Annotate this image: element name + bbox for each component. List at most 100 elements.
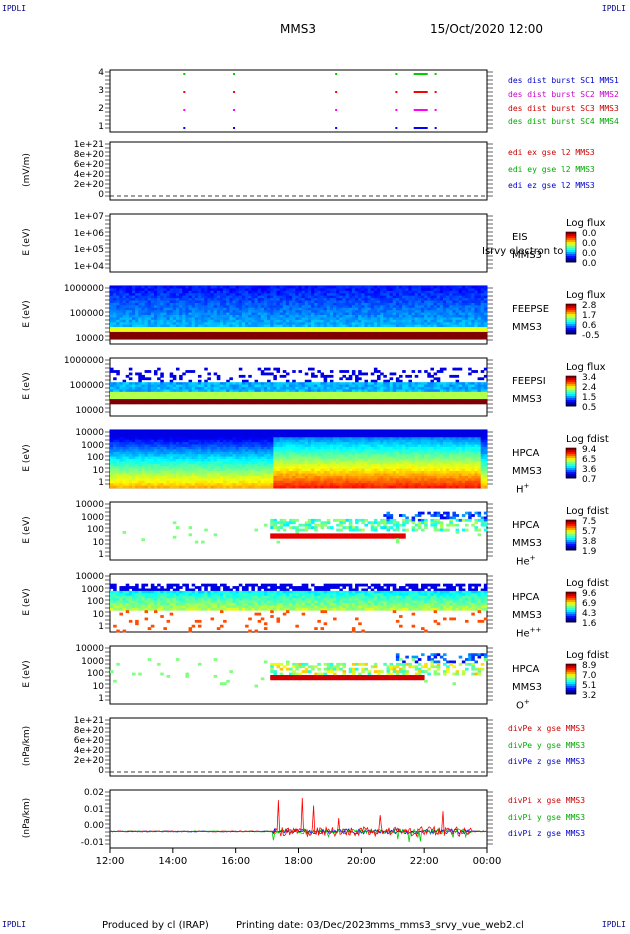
feepse-pixel	[229, 307, 233, 311]
hpca_h-pixel	[138, 432, 142, 436]
feepsi-pixel	[411, 384, 416, 388]
feepsi-pixel	[125, 391, 130, 395]
hpca_h-pixel	[119, 483, 123, 486]
feepse-pixel	[342, 288, 347, 292]
feepsi-pixel	[461, 394, 466, 398]
feepsi-pixel	[320, 401, 325, 405]
feepsi-pixel	[219, 401, 224, 405]
feepse-pixel	[336, 286, 340, 289]
feepsi-pixel	[304, 387, 309, 390]
feepsi-pixel	[210, 389, 215, 393]
feepsi-pixel	[125, 382, 130, 385]
feepse-pixel	[424, 327, 428, 330]
feepse-pixel	[113, 295, 117, 299]
feepsi-pixel	[273, 377, 277, 381]
feepse-pixel	[116, 317, 120, 321]
feepse-pixel	[188, 312, 193, 316]
feepse-pixel	[380, 288, 384, 292]
feepse-pixel	[210, 295, 215, 299]
feepse-pixel	[408, 315, 412, 318]
hpca_h-pixel	[188, 444, 193, 448]
feepse-pixel	[433, 312, 438, 316]
feepse-pixel	[446, 322, 450, 326]
feepse-pixel	[392, 319, 397, 323]
feepsi-pixel	[207, 387, 211, 390]
feepsi-pixel	[427, 396, 431, 400]
feepse-pixel	[449, 331, 453, 335]
feepse-pixel	[458, 307, 463, 311]
feepsi-pixel	[364, 401, 369, 405]
feepse-pixel	[273, 315, 277, 318]
feepse-pixel	[191, 336, 196, 340]
hpca_h-pixel	[138, 461, 142, 465]
feepse-pixel	[188, 329, 193, 333]
feepse-pixel	[361, 324, 365, 328]
feepse-pixel	[439, 322, 444, 326]
feepsi-pixel	[125, 387, 130, 390]
feepse-pixel	[439, 295, 444, 299]
feepsi-pixel	[471, 382, 475, 385]
feepsi-pixel	[317, 387, 321, 390]
hpca_h-pixel	[147, 473, 152, 477]
hpca_h-pixel	[204, 471, 208, 474]
feepse-pixel	[402, 312, 406, 316]
feepse-pixel	[172, 290, 177, 294]
feepse-pixel	[358, 324, 362, 328]
feepse-pixel	[276, 317, 281, 321]
feepsi-pixel	[169, 379, 174, 383]
hpca_h-pixel	[163, 475, 167, 479]
feepsi-pixel	[160, 384, 164, 388]
feepse-pixel	[307, 312, 312, 316]
feepse-pixel	[301, 327, 306, 330]
feepse-pixel	[251, 319, 255, 323]
hpca_h-pixel	[204, 475, 208, 479]
feepse-pixel	[342, 298, 347, 301]
feepsi-pixel	[282, 370, 287, 373]
feepse-pixel	[465, 324, 469, 328]
feepse-pixel	[213, 293, 218, 297]
feepse-pixel	[113, 327, 117, 330]
feepse-pixel	[480, 319, 485, 323]
feepse-pixel	[116, 322, 120, 326]
feepse-pixel	[443, 286, 447, 289]
feepsi-pixel	[276, 394, 281, 398]
feepse-pixel	[339, 307, 343, 311]
hpca_h-pixel	[163, 449, 167, 453]
feepse-pixel	[245, 324, 249, 328]
feepsi-pixel	[389, 394, 394, 398]
feepse-pixel	[395, 288, 400, 292]
feepsi-pixel	[446, 382, 450, 385]
corner-label-tr: IPDLI	[601, 4, 626, 13]
hpca_h-pixel	[116, 461, 120, 465]
feepse-pixel	[257, 295, 262, 299]
hpca_h-pixel	[197, 451, 202, 455]
feepsi-pixel	[402, 394, 406, 398]
hpca_h-pixel	[210, 480, 215, 484]
feepse-pixel	[276, 286, 281, 289]
feepse-pixel	[427, 319, 431, 323]
feepse-pixel	[169, 300, 174, 304]
hpca_h-pixel	[160, 430, 164, 433]
feepsi-pixel	[383, 374, 387, 378]
feepse-pixel	[135, 293, 139, 297]
feepse-pixel	[480, 324, 485, 328]
feepsi-pixel	[439, 391, 444, 395]
feepsi-pixel	[452, 399, 456, 402]
feepse-pixel	[430, 327, 434, 330]
feepse-pixel	[399, 300, 403, 304]
feepse-pixel	[370, 319, 375, 323]
hpca_h-pixel	[125, 466, 130, 470]
feepse-pixel	[263, 336, 268, 340]
feepse-pixel	[468, 315, 472, 318]
feepse-pixel	[364, 302, 369, 306]
feepse-pixel	[289, 286, 293, 289]
feepsi-pixel	[157, 387, 161, 390]
feepse-pixel	[345, 334, 350, 338]
feepse-pixel	[270, 331, 274, 335]
feepse-pixel	[389, 302, 394, 306]
burst-mark	[335, 127, 338, 129]
hpca_h-pixel	[204, 437, 208, 441]
hpca_h-pixel	[144, 483, 149, 486]
feepse-pixel	[483, 324, 488, 328]
feepsi-pixel	[113, 389, 117, 393]
